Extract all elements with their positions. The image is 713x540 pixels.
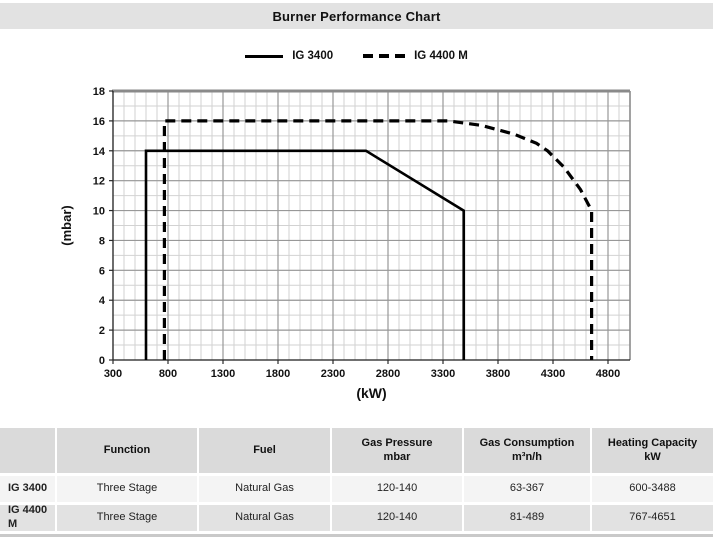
svg-text:18: 18 <box>93 86 105 98</box>
chart-legend: IG 3400 IG 4400 M <box>0 47 713 65</box>
cell-gas-pressure: 120-140 <box>332 476 462 502</box>
dashed-line-swatch <box>363 54 406 58</box>
svg-text:12: 12 <box>93 176 105 188</box>
header-gas-pressure: Gas Pressure mbar <box>332 428 462 473</box>
cell-model: IG 3400 <box>0 476 55 502</box>
svg-text:(kW): (kW) <box>356 385 386 401</box>
header-gas-consumption: Gas Consumption m³n/h <box>464 428 590 473</box>
svg-text:2: 2 <box>99 325 105 337</box>
table-header-row: Function Fuel Gas Pressure mbar Gas Consu… <box>0 428 713 473</box>
svg-text:10: 10 <box>93 206 105 218</box>
header-fuel: Fuel <box>199 428 330 473</box>
svg-text:1800: 1800 <box>266 368 290 380</box>
svg-text:14: 14 <box>93 146 106 158</box>
svg-text:800: 800 <box>159 368 177 380</box>
cell-heating-capacity: 600-3488 <box>592 476 713 502</box>
legend-item-ig3400: IG 3400 <box>245 50 333 62</box>
svg-text:3800: 3800 <box>486 368 510 380</box>
svg-text:8: 8 <box>99 235 105 247</box>
svg-text:2800: 2800 <box>376 368 400 380</box>
page-title: Burner Performance Chart <box>272 8 441 24</box>
table-row-ig3400: IG 3400 Three Stage Natural Gas 120-140 … <box>0 476 713 502</box>
legend-label: IG 3400 <box>292 50 334 62</box>
svg-text:4800: 4800 <box>596 368 620 380</box>
cell-gas-consumption: 81-489 <box>464 505 590 531</box>
svg-text:2300: 2300 <box>321 368 345 380</box>
header-function: Function <box>57 428 197 473</box>
cell-gas-consumption: 63-367 <box>464 476 590 502</box>
header-model <box>0 428 55 473</box>
svg-text:(mbar): (mbar) <box>59 205 74 245</box>
cell-fuel: Natural Gas <box>199 505 330 531</box>
cell-function: Three Stage <box>57 476 197 502</box>
title-bar: Burner Performance Chart <box>0 3 713 29</box>
svg-text:4300: 4300 <box>541 368 565 380</box>
svg-text:16: 16 <box>93 116 105 128</box>
table-row-ig4400m: IG 4400 M Three Stage Natural Gas 120-14… <box>0 504 713 531</box>
cell-heating-capacity: 767-4651 <box>592 505 713 531</box>
solid-line-swatch <box>245 54 284 58</box>
cell-gas-pressure: 120-140 <box>332 505 462 531</box>
cell-function: Three Stage <box>57 505 197 531</box>
performance-chart: 300 800 1300 1800 2300 2800 3300 3800 4300 4800 0 2… <box>59 86 631 401</box>
table-bottom-border <box>0 534 713 537</box>
specs-table: Function Fuel Gas Pressure mbar Gas Consu… <box>0 428 713 537</box>
svg-text:3300: 3300 <box>431 368 455 380</box>
svg-text:300: 300 <box>104 368 122 380</box>
svg-text:6: 6 <box>99 265 105 277</box>
svg-text:4: 4 <box>99 295 106 307</box>
legend-item-ig4400m: IG 4400 M <box>363 50 468 62</box>
chart-area: 300 800 1300 1800 2300 2800 3300 3800 4300 4800 0 2… <box>55 75 705 405</box>
header-heating-capacity: Heating Capacity kW <box>592 428 713 473</box>
svg-text:0: 0 <box>99 355 105 367</box>
svg-text:1300: 1300 <box>211 368 235 380</box>
cell-fuel: Natural Gas <box>199 476 330 502</box>
cell-model: IG 4400 M <box>0 504 55 531</box>
legend-label: IG 4400 M <box>414 50 468 62</box>
